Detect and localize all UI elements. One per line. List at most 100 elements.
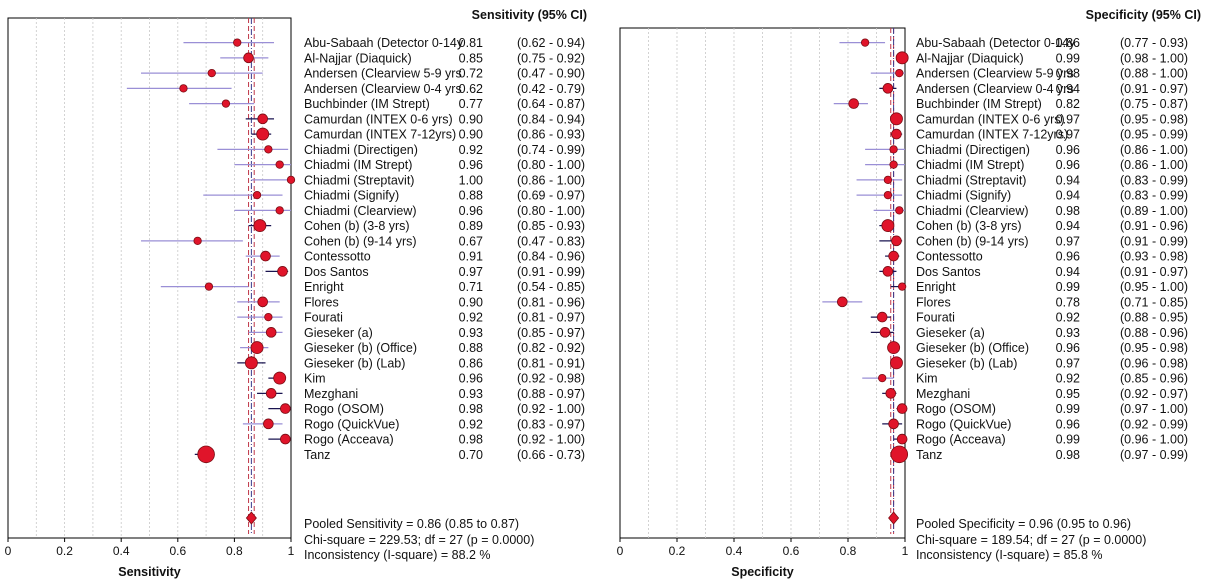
ci-value: (0.89 - 1.00) bbox=[1120, 204, 1188, 218]
estimate-value: 0.98 bbox=[1056, 67, 1080, 81]
ci-value: (0.83 - 0.99) bbox=[1120, 189, 1188, 203]
pooled-diamond bbox=[245, 511, 257, 525]
estimate-value: 0.94 bbox=[1056, 82, 1080, 96]
ci-value: (0.95 - 0.98) bbox=[1120, 112, 1188, 126]
ci-value: (0.47 - 0.90) bbox=[517, 67, 585, 81]
study-label: Buchbinder (IM Strept) bbox=[304, 97, 430, 111]
ci-value: (0.77 - 0.93) bbox=[1120, 36, 1188, 50]
estimate-value: 0.96 bbox=[1056, 250, 1080, 264]
summary-line: Inconsistency (I-square) = 85.8 % bbox=[916, 548, 1103, 562]
study-label: Rogo (OSOM) bbox=[916, 402, 996, 416]
study-label: Cohen (b) (9-14 yrs) bbox=[304, 234, 417, 248]
study-label: Rogo (Acceava) bbox=[304, 433, 394, 447]
study-label: Chiadmi (Clearview) bbox=[304, 204, 417, 218]
estimate-value: 0.94 bbox=[1056, 265, 1080, 279]
study-label: Chiadmi (Signify) bbox=[304, 189, 399, 203]
point-estimate bbox=[890, 356, 903, 370]
ci-value: (0.91 - 0.99) bbox=[517, 265, 585, 279]
study-label: Camurdan (INTEX 0-6 yrs) bbox=[916, 112, 1065, 126]
point-estimate bbox=[889, 160, 898, 169]
estimate-value: 0.96 bbox=[1056, 158, 1080, 172]
study-label: Andersen (Clearview 0-4 yrs bbox=[916, 82, 1074, 96]
x-tick-label: 0.6 bbox=[783, 544, 800, 558]
point-estimate bbox=[264, 312, 273, 322]
estimate-value: 0.78 bbox=[1056, 295, 1080, 309]
study-label: Abu-Sabaah (Detector 0-14y bbox=[916, 36, 1076, 50]
point-estimate bbox=[848, 98, 859, 109]
estimate-value: 0.97 bbox=[1056, 234, 1080, 248]
ci-value: (0.86 - 1.00) bbox=[1120, 143, 1188, 157]
point-estimate bbox=[263, 418, 274, 430]
ci-value: (0.95 - 0.99) bbox=[1120, 128, 1188, 142]
study-label: Andersen (Clearview 0-4 yrs bbox=[304, 82, 462, 96]
estimate-value: 0.89 bbox=[459, 219, 483, 233]
ci-value: (0.75 - 0.92) bbox=[517, 51, 585, 65]
ci-value: (0.66 - 0.73) bbox=[517, 448, 585, 462]
point-estimate bbox=[265, 388, 277, 399]
point-estimate bbox=[204, 282, 214, 291]
ci-value: (0.92 - 0.97) bbox=[1120, 387, 1188, 401]
study-label: Chiadmi (IM Strept) bbox=[304, 158, 412, 172]
estimate-value: 0.92 bbox=[459, 311, 483, 325]
estimate-value: 0.88 bbox=[459, 189, 483, 203]
study-label: Dos Santos bbox=[304, 265, 369, 279]
point-estimate bbox=[253, 219, 267, 233]
study-label: Enright bbox=[916, 280, 956, 294]
study-label: Mezghani bbox=[304, 387, 358, 401]
x-tick-label: 1 bbox=[902, 544, 909, 558]
study-label: Gieseker (a) bbox=[304, 326, 373, 340]
specificity-panel bbox=[619, 27, 909, 542]
point-estimate bbox=[252, 190, 262, 200]
point-estimate bbox=[244, 356, 258, 370]
ci-value: (0.92 - 0.99) bbox=[1120, 417, 1188, 431]
point-estimate bbox=[836, 296, 848, 308]
sensitivity-panel bbox=[7, 17, 296, 542]
ci-value: (0.75 - 0.87) bbox=[1120, 97, 1188, 111]
ci-value: (0.91 - 0.99) bbox=[1120, 234, 1188, 248]
point-estimate bbox=[891, 128, 902, 140]
study-label: Contessotto bbox=[304, 250, 371, 264]
ci-value: (0.92 - 1.00) bbox=[517, 402, 585, 416]
point-estimate bbox=[890, 112, 903, 126]
point-estimate bbox=[250, 341, 264, 355]
ci-value: (0.80 - 1.00) bbox=[517, 204, 585, 218]
column-header: Sensitivity (95% CI) bbox=[472, 8, 587, 22]
summary-line: Pooled Specificity = 0.96 (0.95 to 0.96) bbox=[916, 517, 1131, 531]
point-estimate bbox=[882, 83, 894, 94]
study-label: Contessotto bbox=[916, 250, 983, 264]
ci-value: (0.96 - 0.98) bbox=[1120, 356, 1188, 370]
x-tick-label: 0.8 bbox=[226, 544, 243, 558]
estimate-value: 1.00 bbox=[459, 173, 483, 187]
study-label: Al-Najjar (Diaquick) bbox=[304, 51, 412, 65]
x-tick-label: 0.4 bbox=[726, 544, 743, 558]
study-label: Al-Najjar (Diaquick) bbox=[916, 51, 1024, 65]
study-label: Cohen (b) (3-8 yrs) bbox=[916, 219, 1022, 233]
ci-value: (0.93 - 0.98) bbox=[1120, 250, 1188, 264]
pooled-diamond bbox=[888, 511, 900, 525]
ci-value: (0.82 - 0.92) bbox=[517, 341, 585, 355]
point-estimate bbox=[273, 371, 287, 385]
study-label: Flores bbox=[304, 295, 339, 309]
estimate-value: 0.97 bbox=[459, 265, 483, 279]
point-estimate bbox=[193, 236, 202, 246]
study-label: Chiadmi (Streptavit) bbox=[916, 173, 1026, 187]
estimate-value: 0.90 bbox=[459, 112, 483, 126]
ci-value: (0.81 - 0.96) bbox=[517, 295, 585, 309]
study-label: Andersen (Clearview 5-9 yrs bbox=[916, 67, 1074, 81]
estimate-value: 0.93 bbox=[459, 326, 483, 340]
study-label: Cohen (b) (3-8 yrs) bbox=[304, 219, 410, 233]
x-tick-label: 0.2 bbox=[56, 544, 73, 558]
estimate-value: 0.62 bbox=[459, 82, 483, 96]
x-tick-label: 0 bbox=[617, 544, 624, 558]
study-label: Mezghani bbox=[916, 387, 970, 401]
summary-line: Chi-square = 189.54; df = 27 (p = 0.0000… bbox=[916, 533, 1146, 547]
study-label: Kim bbox=[916, 372, 938, 386]
ci-value: (0.74 - 0.99) bbox=[517, 143, 585, 157]
study-label: Rogo (QuickVue) bbox=[916, 417, 1011, 431]
estimate-value: 0.94 bbox=[1056, 189, 1080, 203]
study-label: Andersen (Clearview 5-9 yrs bbox=[304, 67, 462, 81]
point-estimate bbox=[876, 311, 888, 323]
ci-value: (0.85 - 0.97) bbox=[517, 326, 585, 340]
estimate-value: 0.99 bbox=[1056, 280, 1080, 294]
study-label: Rogo (OSOM) bbox=[304, 402, 384, 416]
